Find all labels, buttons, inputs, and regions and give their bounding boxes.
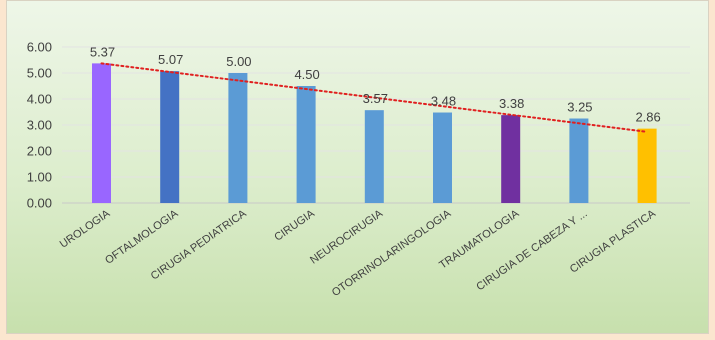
y-tick-label: 6.00 <box>27 40 52 55</box>
data-label: 3.48 <box>431 94 456 109</box>
trendline <box>100 62 649 133</box>
y-tick-label: 0.00 <box>27 196 52 211</box>
data-label: 5.00 <box>226 54 251 69</box>
bar <box>637 128 657 203</box>
data-label: 5.37 <box>90 44 115 59</box>
data-label: 5.07 <box>158 52 183 67</box>
data-label: 3.25 <box>567 100 592 115</box>
x-category-label: OTORRINOLARINGOLOGIA <box>330 207 454 299</box>
data-label: 3.57 <box>363 91 388 106</box>
bar <box>92 63 111 203</box>
x-category-label: UROLOGIA <box>58 207 113 251</box>
y-tick-label: 1.00 <box>27 170 52 185</box>
data-label: 2.86 <box>635 110 660 125</box>
bar <box>296 86 316 203</box>
bar <box>364 110 384 203</box>
data-label: 4.50 <box>294 67 319 82</box>
data-label: 3.38 <box>499 96 524 111</box>
bar <box>569 118 589 203</box>
y-tick-label: 2.00 <box>27 144 52 159</box>
bar <box>433 112 452 203</box>
chart-frame <box>6 0 709 334</box>
x-category-label: CIRUGIA DE CABEZA Y ... <box>474 208 589 294</box>
bar <box>160 71 180 204</box>
bar <box>228 73 248 203</box>
bar <box>501 115 521 203</box>
y-tick-label: 5.00 <box>27 66 52 81</box>
y-tick-label: 3.00 <box>27 118 52 133</box>
y-tick-label: 4.00 <box>27 92 52 107</box>
x-category-label: CIRUGIA <box>272 207 317 244</box>
